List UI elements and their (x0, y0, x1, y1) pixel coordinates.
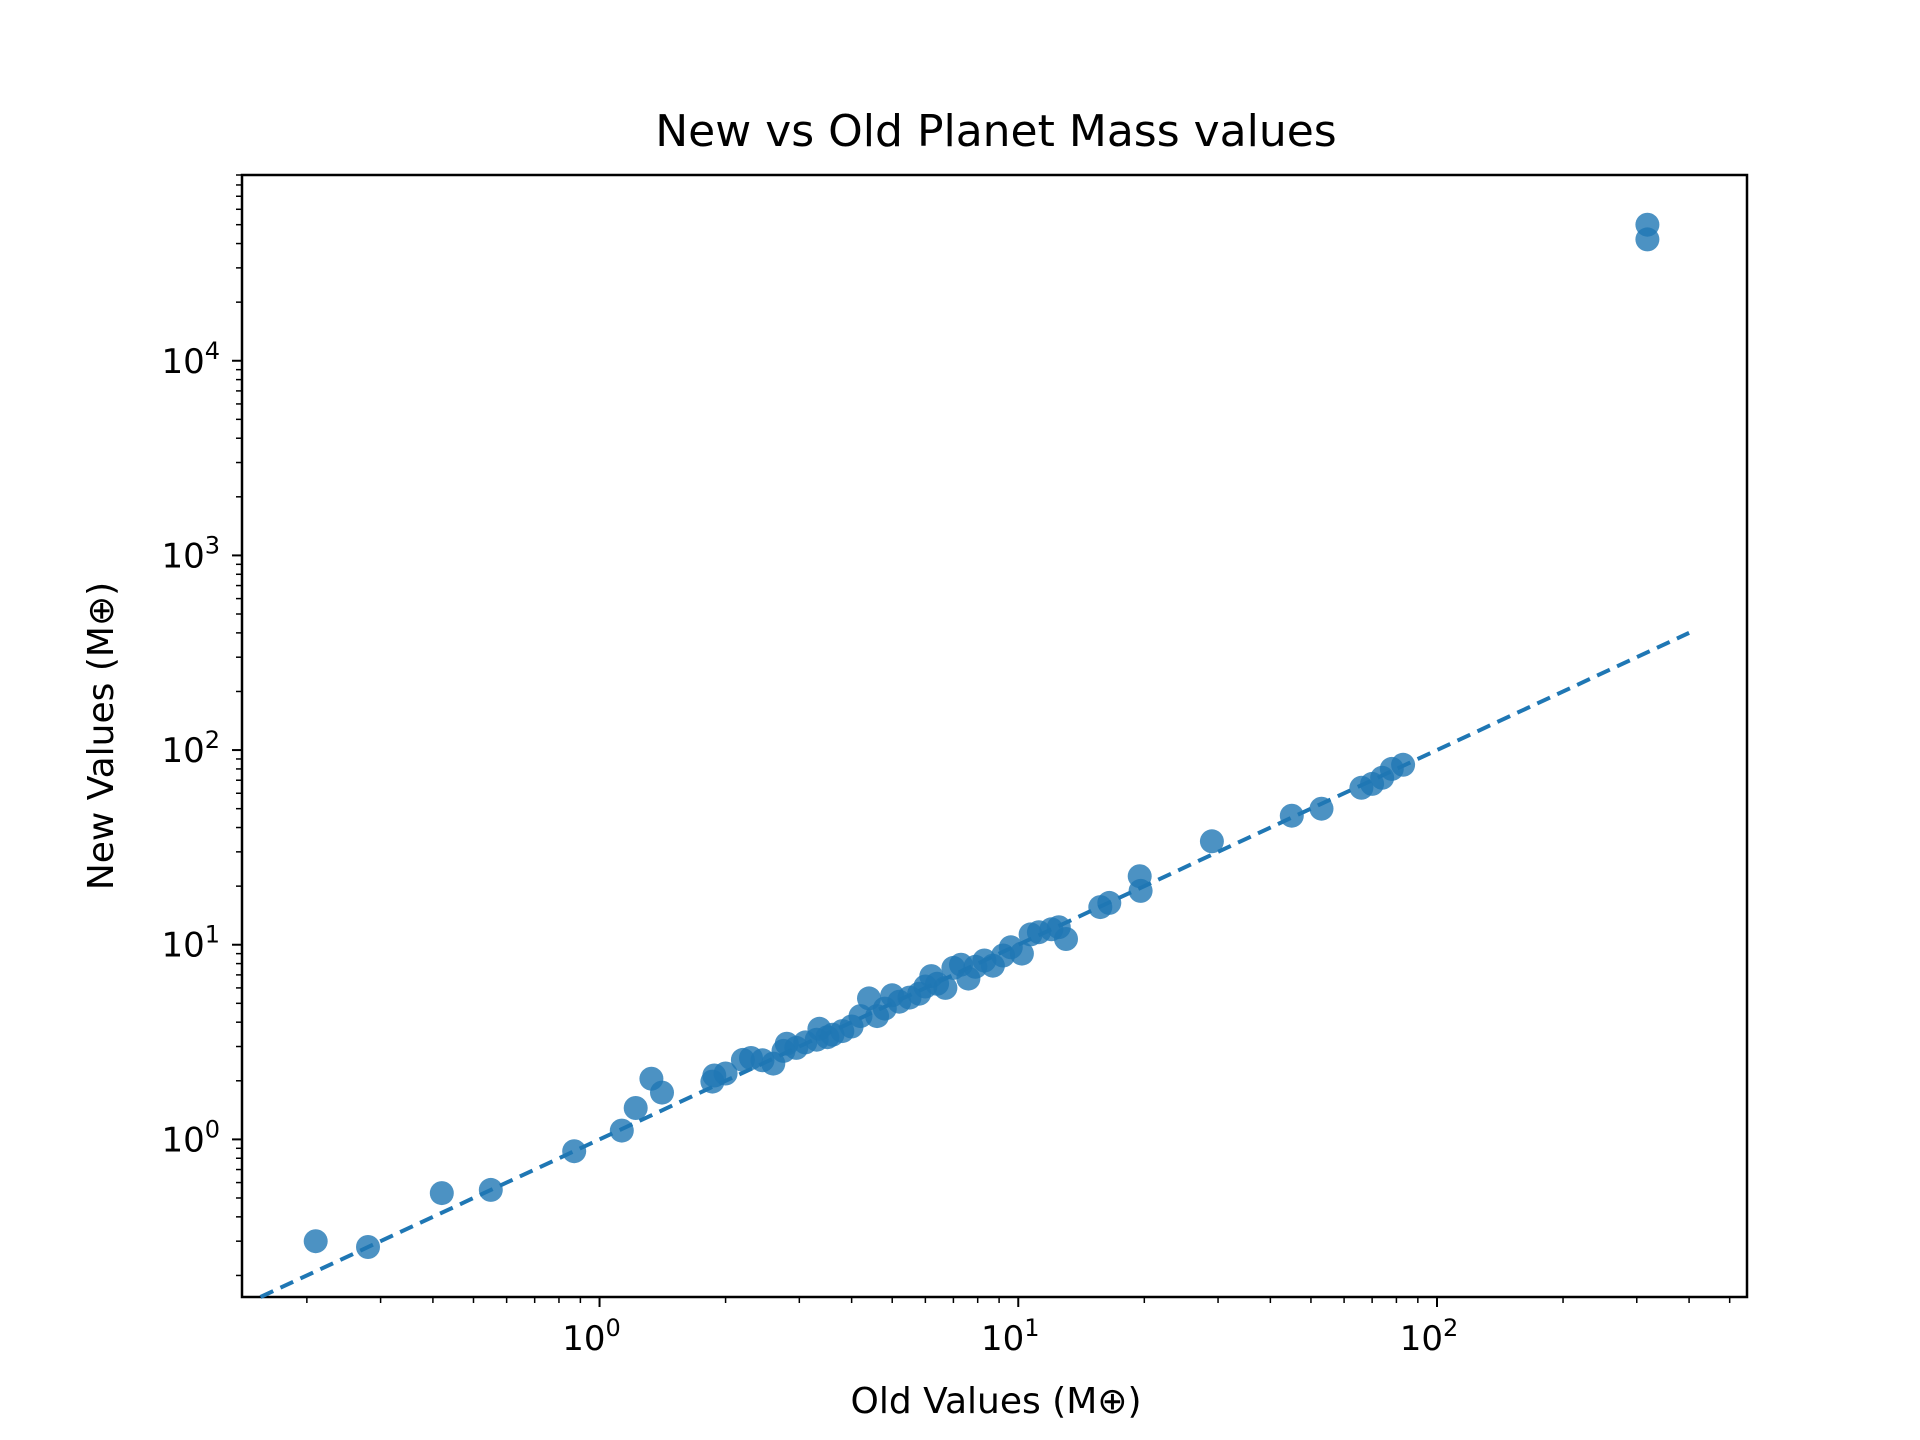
y-tick-label: 102 (161, 726, 220, 771)
y-axis-label: New Values (M⊕) (81, 582, 122, 890)
data-point (429, 1181, 454, 1206)
plot-frame (240, 173, 1749, 1299)
points-layer (303, 212, 1660, 1259)
data-point (609, 1118, 634, 1143)
x-axis-label: Old Values (M⊕) (850, 1381, 1141, 1422)
data-point (713, 1061, 738, 1086)
data-point (303, 1229, 328, 1254)
data-point (1054, 927, 1078, 951)
data-point (1009, 941, 1034, 966)
data-point (1391, 752, 1416, 777)
y-tick-label: 101 (161, 921, 220, 966)
data-point (562, 1139, 587, 1164)
chart-title: New vs Old Planet Mass values (655, 106, 1336, 157)
x-tick-label: 102 (1400, 1314, 1459, 1359)
data-point (1199, 829, 1224, 854)
data-point (356, 1235, 380, 1259)
y-tick-label: 103 (161, 531, 220, 576)
x-tick-label: 101 (981, 1314, 1040, 1359)
data-point (1309, 796, 1334, 821)
data-point (1279, 803, 1304, 828)
data-point (1097, 890, 1122, 915)
data-point (933, 975, 958, 1000)
plot-area: 100 101 102 100 101 102 103 104 (161, 173, 1749, 1359)
data-point (623, 1096, 648, 1120)
y-tick-label: 100 (161, 1115, 220, 1160)
data-point (650, 1080, 674, 1105)
y-tick-label: 104 (161, 337, 220, 382)
data-point (1635, 227, 1660, 252)
ticks-layer: 100 101 102 100 101 102 103 104 (161, 174, 1731, 1359)
x-tick-label: 100 (562, 1314, 621, 1359)
data-point (1128, 878, 1153, 903)
data-point (478, 1177, 503, 1202)
